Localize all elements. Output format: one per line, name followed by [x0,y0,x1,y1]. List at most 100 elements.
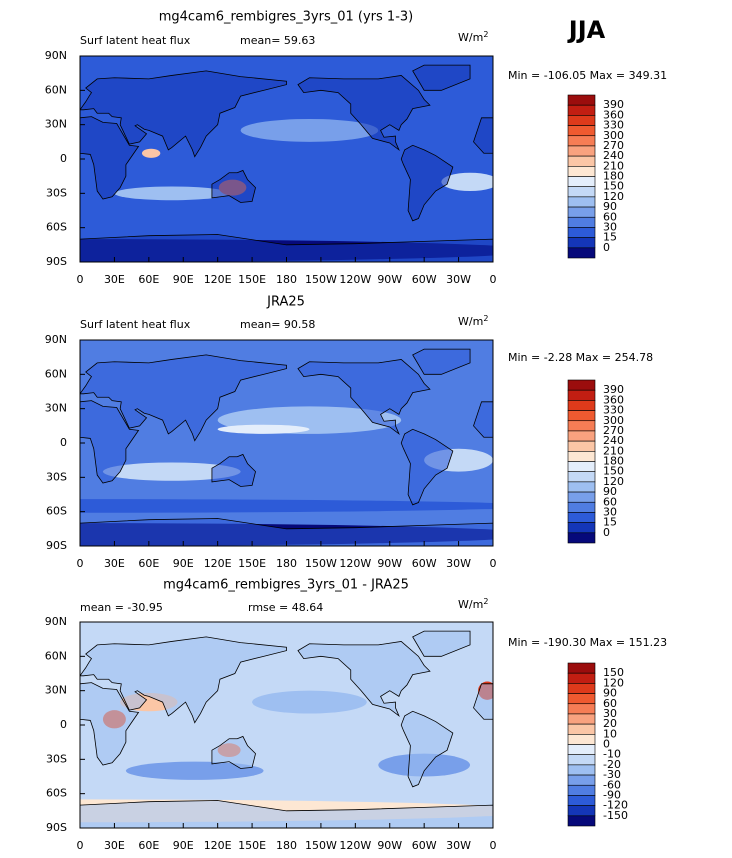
colorbar-label: 180 [603,455,624,468]
colorbar-box [567,693,596,705]
stat-string: rmse = 48.64 [248,601,323,614]
lon-label: 30E [104,557,125,570]
colorbar-box [567,166,596,177]
colorbar-label: 210 [603,159,624,172]
colorbar-label: 90 [603,687,617,700]
colorbar-label: 360 [603,393,624,406]
colorbar-box [567,94,596,106]
lon-label: 90W [377,839,402,852]
colorbar-box [567,440,596,452]
continent [473,683,493,720]
min-max: Min = -106.05 Max = 349.31 [508,69,667,82]
field-patch [114,186,230,201]
lat-label: 90N [45,333,67,346]
colorbar-label: 270 [603,424,624,437]
colorbar-box [567,186,596,198]
lat-label: 60N [45,367,67,380]
lat-label: 30S [46,470,67,483]
continent [400,710,454,788]
left-string: mean = -30.95 [80,601,163,614]
lon-label: 120E [204,839,232,852]
lon-label: 90W [377,557,402,570]
continent [412,630,471,657]
colorbar-label: 300 [603,129,624,142]
units: W/m2 [458,597,488,612]
lon-label: 30E [104,273,125,286]
continent [211,169,256,203]
colorbar-box [567,491,596,503]
units-text: W/m [458,315,483,328]
colorbar-label: 0 [603,526,610,539]
continent [297,641,431,718]
colorbar-label: 180 [603,170,624,183]
colorbar-box [567,145,596,157]
continent [400,144,454,222]
lon-label: 0 [490,557,497,570]
colorbar-box [567,420,596,432]
lat-label: 90N [45,615,67,628]
colorbar-label: 20 [603,717,617,730]
colorbar-box [567,683,596,694]
colorbar-box [567,522,596,534]
colorbar-box [567,135,596,147]
colorbar-box [567,754,596,766]
colorbar-label: 0 [603,241,610,254]
colorbar-box [567,672,596,684]
colorbar-label: 90 [603,200,617,213]
min-max: Min = -190.30 Max = 151.23 [508,636,667,649]
lon-label: 120E [204,273,232,286]
colorbar-box [567,410,596,422]
stat-string: mean= 59.63 [240,34,315,47]
colorbar-box [567,125,596,137]
lon-label: 60E [138,273,159,286]
lon-label: 30W [446,273,471,286]
lon-label: 90W [377,273,402,286]
lon-label: 90E [173,273,194,286]
lon-label: 180 [276,273,297,286]
field-patch [125,761,264,780]
continent [412,348,471,375]
colorbar-label: 30 [603,707,617,720]
colorbar-label: 210 [603,444,624,457]
lat-label: 30S [46,186,67,199]
colorbar-box [567,115,596,126]
continent [400,428,454,506]
colorbar-box [567,744,596,755]
lon-label: 60W [412,839,437,852]
colorbar-box [567,815,596,827]
colorbar-label: 120 [603,475,624,488]
colorbar-box [567,216,596,228]
lon-label: 0 [77,273,84,286]
continent [80,354,287,442]
field-patch [217,424,310,434]
colorbar-label: 15 [603,231,617,244]
lon-label: 0 [490,839,497,852]
lon-label: 150E [238,557,266,570]
colorbar-label: 15 [603,516,617,529]
colorbar-box [567,734,596,745]
colorbar-box [567,227,596,238]
colorbar-label: 390 [603,98,624,111]
colorbar-label: 150 [603,465,624,478]
left-string: Surf latent heat flux [80,318,191,331]
colorbar-box [567,196,596,208]
lon-label: 180 [276,839,297,852]
map-body [80,622,493,828]
colorbar-label: 30 [603,505,617,518]
lat-label: 30N [45,684,67,697]
lat-label: 60S [46,505,67,518]
panel-title: JRA25 [266,295,305,310]
colorbar-box [567,512,596,523]
panel-title: mg4cam6_rembigres_3yrs_01 - JRA25 [163,578,409,593]
colorbar-label: 90 [603,485,617,498]
colorbar-box [567,662,596,674]
lon-label: 90E [173,557,194,570]
colorbar-box [567,155,596,167]
field-patch [102,462,241,481]
units-exp: 2 [483,314,488,323]
colorbar-label: 240 [603,149,624,162]
field-patch [240,118,379,142]
colorbar-label: -90 [603,788,621,801]
colorbar-label: -60 [603,778,621,791]
